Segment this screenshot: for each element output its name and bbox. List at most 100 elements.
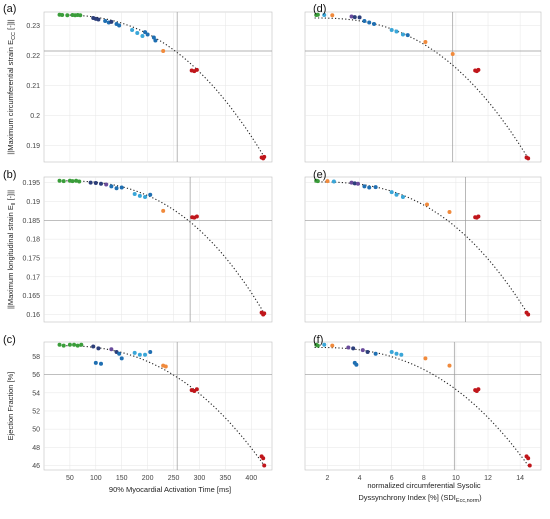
- data-point: [194, 67, 199, 72]
- data-point: [117, 351, 122, 356]
- panel-label-b: (b): [3, 169, 16, 181]
- x-tick-label: 350: [220, 475, 232, 482]
- data-point: [74, 178, 79, 183]
- y-axis-label: ||Maximum circumferential strain ECC [-]…: [6, 19, 17, 154]
- data-point: [77, 179, 82, 184]
- data-point: [163, 364, 168, 369]
- data-point: [322, 13, 327, 17]
- data-point: [349, 180, 354, 185]
- data-point: [389, 28, 394, 32]
- data-point: [60, 13, 65, 17]
- data-point: [99, 361, 103, 366]
- data-point: [114, 186, 119, 191]
- data-point: [194, 214, 199, 219]
- panel-c: 46 48 50 52 54 56 58 50 100 150 200 250 300 350 400 Eje…: [3, 334, 273, 482]
- data-point: [88, 180, 93, 185]
- y-tick-label: 54: [32, 390, 40, 397]
- y-tick-label: 0.18: [26, 237, 40, 244]
- data-point: [109, 347, 114, 352]
- y-tick-label: 50: [32, 427, 40, 434]
- data-point: [527, 463, 532, 468]
- data-point: [399, 352, 404, 357]
- panel-d: (d): [304, 3, 542, 163]
- x-axis-label-sdi-line1: normalized circumferential Sysolic: [367, 481, 481, 490]
- data-point: [362, 19, 367, 23]
- y-tick-label: 52: [32, 408, 40, 415]
- x-axis-label-sdi-main: Dyssynchrony Index [%] (SDI: [358, 493, 456, 502]
- panel-b: 0.16 0.165 0.17 0.175 0.18 0.185 0.19 0.195 ||Ma…: [3, 169, 273, 323]
- data-point: [367, 185, 372, 190]
- y-tick-label: 56: [32, 372, 40, 379]
- data-point: [360, 348, 365, 353]
- x-tick-label: 250: [168, 475, 180, 482]
- data-point: [137, 352, 142, 357]
- x-tick-label: 50: [66, 475, 74, 482]
- data-point: [352, 15, 357, 20]
- data-point: [373, 185, 378, 190]
- data-point: [362, 184, 367, 189]
- x-tick-label: 400: [245, 475, 257, 482]
- panel-frame: [43, 176, 273, 323]
- data-point: [315, 12, 320, 17]
- x-axis-label-activation-time: 90% Myocardial Activation Time [ms]: [109, 485, 231, 494]
- panel-label-f: (f): [313, 334, 323, 346]
- data-point: [372, 22, 377, 26]
- y-axis-label-text: Ejection Fraction [%]: [6, 372, 15, 441]
- data-point: [394, 29, 399, 34]
- data-point: [357, 15, 362, 20]
- data-point: [117, 23, 122, 28]
- data-point: [93, 360, 98, 365]
- fit-curve: [314, 181, 529, 315]
- data-point: [65, 13, 70, 18]
- y-tick-label: 0.23: [26, 23, 40, 30]
- data-point: [67, 342, 72, 347]
- data-point: [194, 387, 199, 392]
- data-point: [93, 181, 98, 186]
- data-point: [355, 181, 360, 186]
- data-point: [96, 17, 101, 22]
- data-point: [78, 13, 83, 18]
- x-tick-label: 6: [390, 475, 394, 482]
- panel-a: 0.19 0.2 0.21 0.22 0.23 ||Maximum circumferen…: [3, 3, 273, 163]
- x-axis-label-sdi-line2: Dyssynchrony Index [%] (SDIEcc,norm): [358, 493, 482, 504]
- data-point: [57, 342, 62, 347]
- y-axis-label: ||Maximum longitudinal strain Ell [-]||: [6, 190, 17, 309]
- data-point: [526, 456, 531, 461]
- data-point: [145, 32, 150, 37]
- x-tick-label: 12: [484, 475, 492, 482]
- panel-label-d: (d): [313, 3, 326, 15]
- y-tick-label: 0.21: [26, 83, 40, 90]
- data-point: [72, 342, 77, 347]
- x-tick-label: 150: [116, 475, 128, 482]
- y-axis-label-text: ||Maximum circumferential strain E: [6, 40, 15, 155]
- data-point: [261, 456, 266, 461]
- data-point: [132, 350, 137, 355]
- y-tick-label: 0.185: [22, 218, 40, 225]
- y-axis-label: Ejection Fraction [%]: [6, 372, 15, 441]
- data-point: [447, 210, 452, 215]
- data-point: [143, 352, 148, 357]
- data-point: [389, 349, 394, 354]
- panel-frame: [304, 176, 542, 323]
- y-tick-label: 0.16: [26, 312, 40, 319]
- data-point: [140, 34, 145, 38]
- data-point: [425, 202, 430, 207]
- data-point: [526, 312, 531, 317]
- data-point: [367, 20, 372, 25]
- panel-label-c: (c): [3, 334, 16, 346]
- panel-label-e: (e): [313, 169, 326, 181]
- data-point: [447, 363, 452, 368]
- data-point: [354, 362, 359, 367]
- y-tick-label: 0.2: [30, 113, 40, 120]
- data-point: [365, 349, 370, 354]
- data-point: [526, 156, 531, 161]
- panel-f: 2 4 6 8 10 12 14 (f): [304, 334, 542, 482]
- data-point: [99, 181, 103, 186]
- data-point: [330, 343, 335, 348]
- data-point: [315, 179, 320, 184]
- data-point: [148, 349, 153, 354]
- data-point: [61, 179, 66, 184]
- panel-label-a: (a): [3, 3, 16, 15]
- y-tick-label: 0.165: [22, 293, 40, 300]
- data-point: [262, 463, 267, 468]
